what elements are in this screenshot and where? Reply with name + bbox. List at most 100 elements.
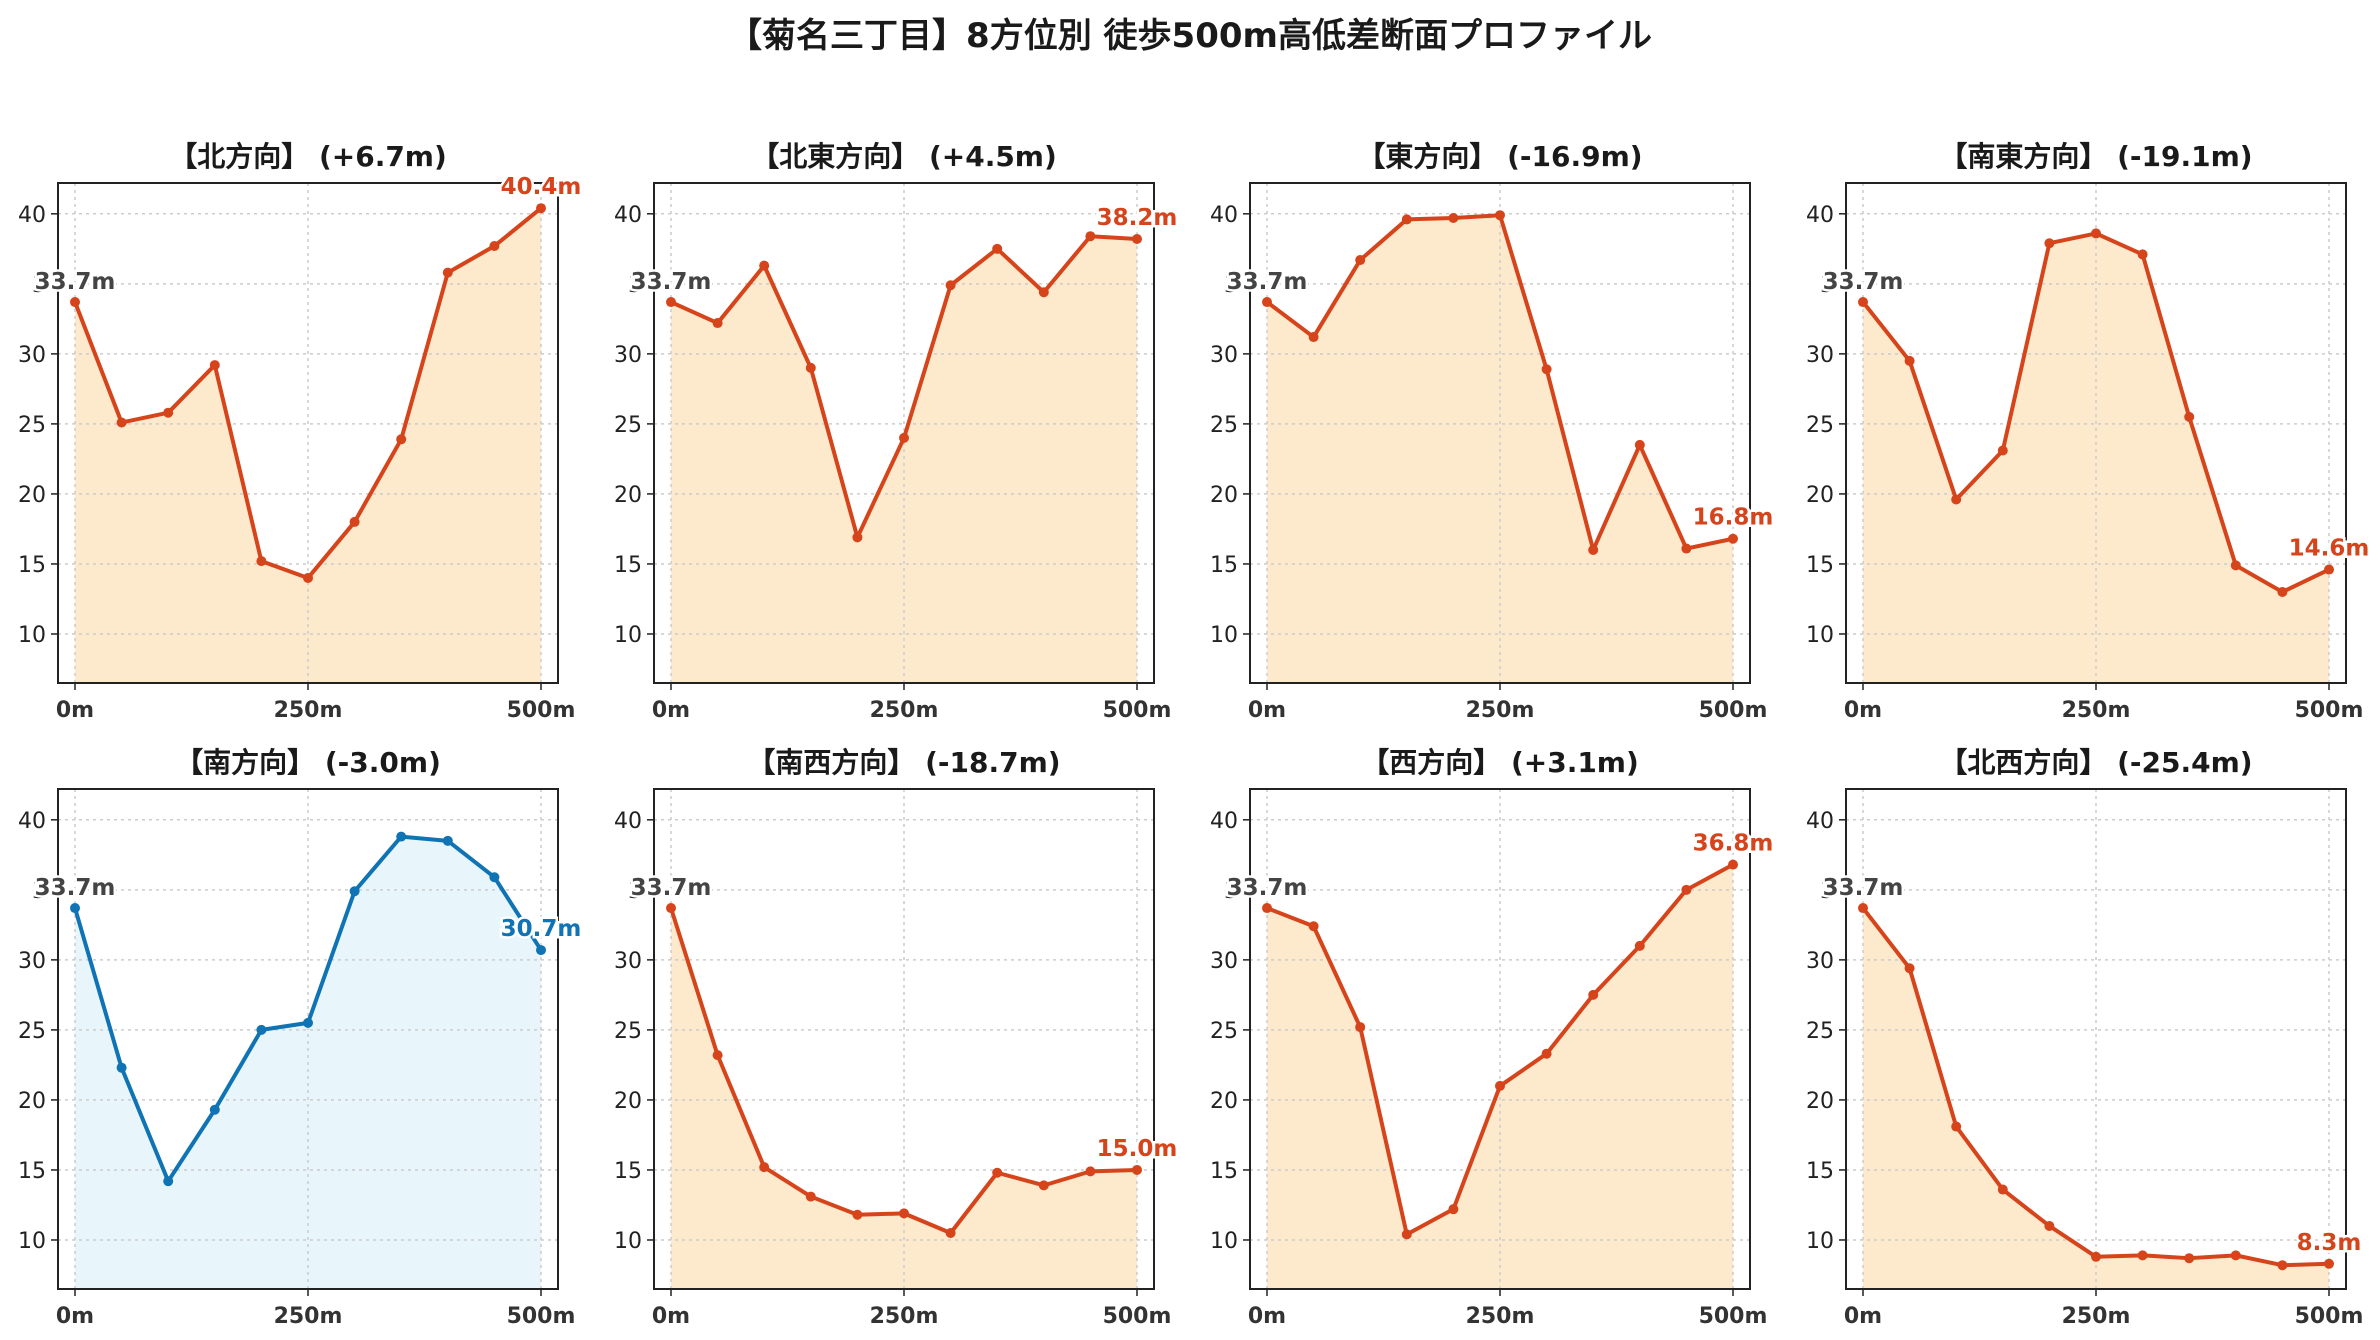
x-tick-label: 500m [1103,1304,1172,1329]
y-tick-label: 10 [1806,1229,1834,1254]
x-tick-label: 250m [870,1304,939,1329]
data-point [1588,544,1599,555]
end-value-label: 40.4m [501,174,582,200]
data-point [116,417,127,428]
data-point [489,872,500,883]
end-value-label: 8.3m [2297,1230,2362,1256]
data-point [256,1024,267,1035]
data-point [1541,1048,1552,1059]
y-tick-label: 40 [1806,203,1834,228]
chart-panel: 【北西方向】 (-25.4m) 10 15 20 25 30 3 40 0m 250m 500m 33… [1806,746,2364,1329]
data-point [2137,1250,2148,1261]
data-point [163,407,174,418]
data-point [1262,297,1272,308]
x-tick-label: 250m [1466,698,1535,723]
data-point [303,572,313,583]
data-point [1495,210,1505,221]
y-tick-label: 25 [614,413,642,438]
data-point [945,1227,956,1238]
data-point [536,945,546,956]
data-point [666,903,676,914]
data-point [1634,940,1645,951]
y-tick-label: 15 [1806,1159,1834,1184]
data-point [759,1162,770,1173]
y-tick-label: 20 [614,1089,642,1114]
chart-panel: 【南方向】 (-3.0m) 10 15 20 25 30 3 40 0m 250m 500m 33.7… [18,746,584,1329]
data-point [1681,543,1692,554]
y-tick-label: 15 [614,1159,642,1184]
y-tick-label: 25 [1806,413,1834,438]
y-tick-label: 30 [614,343,642,368]
data-point [442,267,453,278]
data-point [1448,213,1459,224]
data-point [1085,1166,1096,1177]
y-tick-label: 25 [614,1019,642,1044]
y-tick-label: 30 [18,949,46,974]
data-point [1355,1022,1366,1033]
start-value-label: 33.7m [1227,269,1308,295]
y-tick-label: 40 [18,809,46,834]
data-point [1132,234,1142,245]
data-point [396,831,407,842]
data-point [1858,903,1868,914]
start-value-label: 33.7m [35,875,116,901]
data-point [209,1104,220,1115]
x-tick-label: 0m [1248,1304,1286,1329]
data-point [1038,1180,1049,1191]
data-point [712,318,723,329]
data-point [1588,989,1599,1000]
data-point [2184,411,2195,422]
data-point [992,243,1003,254]
chart-panel: 【南西方向】 (-18.7m) 10 15 20 25 30 3 40 0m 250m 500m 33… [614,746,1180,1329]
data-point [1681,884,1692,895]
y-tick-label: 20 [18,483,46,508]
data-point [2324,1258,2334,1269]
data-point [1085,231,1096,242]
data-point [303,1017,313,1028]
y-tick-label: 25 [1210,1019,1238,1044]
data-point [2091,1251,2101,1262]
y-tick-label: 15 [18,553,46,578]
chart-panel: 【西方向】 (+3.1m) 10 15 20 25 30 3 40 0m 250m 500m 33.7… [1210,746,1776,1329]
data-point [759,260,770,271]
start-value-label: 33.7m [35,269,116,295]
x-tick-label: 500m [1103,698,1172,723]
data-point [163,1176,174,1187]
y-tick-label: 15 [1210,553,1238,578]
data-point [2277,1260,2288,1271]
x-tick-label: 0m [56,698,94,723]
x-tick-label: 500m [2295,1304,2364,1329]
y-tick-label: 10 [1806,623,1834,648]
data-point [899,1208,909,1219]
area-fill [671,908,1137,1289]
data-point [349,516,360,527]
chart-figure-title: 【菊名三丁目】8方位別 徒歩500m高低差断面プロファイル [728,16,1652,56]
y-tick-label: 40 [614,809,642,834]
x-tick-label: 250m [1466,1304,1535,1329]
y-tick-label: 30 [1210,343,1238,368]
y-tick-label: 25 [18,413,46,438]
y-tick-label: 15 [614,553,642,578]
data-point [2044,238,2055,249]
y-tick-label: 15 [18,1159,46,1184]
y-tick-label: 25 [1210,413,1238,438]
data-point [1355,255,1366,266]
data-point [116,1062,127,1073]
start-value-label: 33.7m [631,269,712,295]
y-tick-label: 20 [1210,1089,1238,1114]
chart-panel: 【南東方向】 (-19.1m) 10 15 20 25 30 3 40 0m 250m 500m 33… [1806,140,2372,723]
data-point [2324,564,2334,575]
x-tick-label: 250m [870,698,939,723]
data-point [2230,560,2241,571]
data-point [1997,1184,2008,1195]
start-value-label: 33.7m [1227,875,1308,901]
data-point [1132,1164,1142,1175]
y-tick-label: 3 [32,273,46,298]
x-tick-label: 0m [1844,698,1882,723]
y-tick-label: 30 [1210,949,1238,974]
y-tick-label: 3 [1224,273,1238,298]
x-tick-label: 500m [2295,698,2364,723]
end-value-label: 30.7m [501,916,582,942]
data-point [1038,287,1049,298]
